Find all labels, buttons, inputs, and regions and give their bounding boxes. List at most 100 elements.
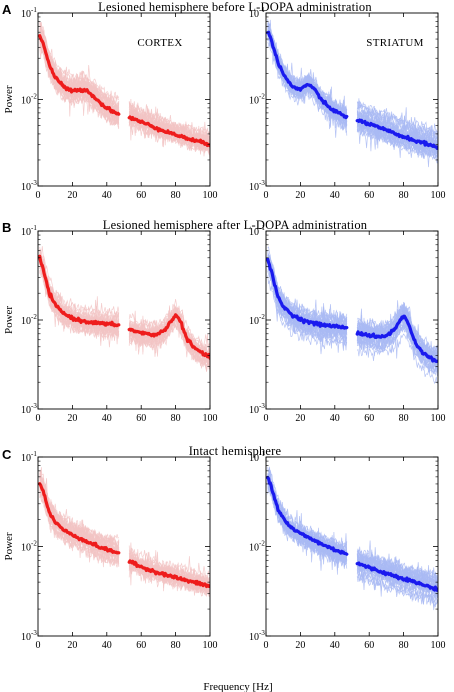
trial-trace (39, 246, 120, 316)
x-tick-label: 100 (203, 190, 218, 201)
plot-c-cortex-mean-series-1 (38, 482, 121, 555)
y-tick-exponent: -3 (259, 179, 265, 187)
x-tick-label: 100 (203, 413, 218, 424)
y-tick-exponent: -2 (31, 540, 37, 548)
x-tick-label: 60 (364, 190, 374, 201)
y-tick-base: 10 (249, 9, 259, 20)
x-tick-label: 80 (171, 640, 181, 651)
trial-trace (356, 303, 438, 359)
y-tick-label: 10 -1 (249, 6, 265, 20)
x-tick-label: 0 (36, 640, 41, 651)
x-tick-label: 80 (399, 190, 409, 201)
y-tick-exponent: -1 (259, 6, 265, 14)
trial-trace (357, 119, 438, 158)
panel-title-a: Lesioned hemisphere before L-DOPA admini… (98, 0, 372, 14)
plot-b-cortex-mean-series-2 (127, 313, 210, 360)
x-tick-label: 40 (330, 413, 340, 424)
y-tick-base: 10 (21, 9, 31, 20)
x-tick-label: 0 (36, 413, 41, 424)
trial-trace (356, 569, 438, 611)
y-tick-label: 10 -3 (21, 402, 37, 416)
y-tick-exponent: -3 (259, 629, 265, 637)
trial-trace (356, 570, 438, 608)
y-axis-label-a: Power (3, 85, 15, 113)
y-tick-label: 10 -3 (249, 629, 265, 643)
x-tick-label: 100 (203, 640, 218, 651)
y-tick-label: 10 -1 (21, 224, 37, 238)
plot-a-striatum-mean-series-1 (266, 30, 349, 120)
plot-c-striatum-mean-series-1 (266, 475, 349, 556)
y-tick-base: 10 (249, 543, 259, 554)
y-tick-exponent: -1 (259, 224, 265, 232)
x-tick-label: 40 (102, 190, 112, 201)
x-tick-label: 40 (102, 413, 112, 424)
trial-trace (267, 269, 348, 355)
trial-trace (267, 473, 348, 556)
x-tick-label: 0 (264, 413, 269, 424)
x-tick-label: 60 (136, 413, 146, 424)
y-tick-label: 10 -2 (249, 93, 265, 107)
plot-b-striatum-mean-series-2 (355, 314, 438, 363)
y-tick-exponent: -1 (31, 224, 37, 232)
y-tick-exponent: -3 (31, 179, 37, 187)
y-tick-label: 10 -3 (249, 179, 265, 193)
y-tick-base: 10 (21, 632, 31, 643)
plot-c-cortex-frame (37, 456, 211, 637)
trial-trace (356, 560, 438, 595)
trial-trace (39, 473, 120, 552)
plot-a-striatum-mean-series-2 (355, 118, 438, 150)
trial-trace (356, 112, 438, 147)
y-tick-base: 10 (249, 632, 259, 643)
x-tick-label: 20 (295, 190, 305, 201)
plot-b-cortex-trials (39, 246, 210, 372)
x-tick-label: 40 (102, 640, 112, 651)
plot-a-cortex-frame (37, 12, 211, 187)
trial-trace (356, 333, 438, 385)
y-tick-exponent: -3 (31, 402, 37, 410)
x-axis-label: Frequency [Hz] (203, 681, 272, 692)
panel-letter-c: C (2, 447, 12, 462)
trial-trace (128, 555, 210, 592)
plot-c-striatum-frame (265, 456, 439, 637)
y-tick-label: 10 -1 (249, 224, 265, 238)
y-tick-exponent: -2 (259, 313, 265, 321)
y-tick-base: 10 (249, 453, 259, 464)
y-tick-label: 10 -3 (249, 402, 265, 416)
trial-trace (39, 40, 120, 125)
trial-trace (128, 564, 210, 596)
plot-b-striatum-mean-series-1 (266, 257, 349, 330)
y-tick-exponent: -3 (259, 402, 265, 410)
y-tick-base: 10 (21, 405, 31, 416)
trial-trace (356, 321, 438, 376)
trial-trace (356, 110, 438, 142)
y-tick-base: 10 (249, 96, 259, 107)
panel-title-b: Lesioned hemisphere after L-DOPA adminis… (103, 218, 368, 232)
trial-trace (267, 262, 348, 342)
region-label-cortex: CORTEX (137, 37, 182, 49)
x-tick-label: 100 (431, 413, 446, 424)
y-tick-base: 10 (21, 543, 31, 554)
y-tick-label: 10 -1 (21, 450, 37, 464)
y-tick-label: 10 -3 (21, 629, 37, 643)
y-axis-label-b: Power (3, 306, 15, 334)
y-tick-exponent: -1 (259, 450, 265, 458)
plot-a-cortex-mean-series-1 (38, 34, 121, 116)
trial-trace (356, 549, 438, 583)
plot-c-cortex-mean-series-2 (127, 559, 210, 589)
plot-c-striatum-trials (267, 466, 438, 611)
y-tick-label: 10 -2 (21, 313, 37, 327)
trial-trace (267, 483, 348, 569)
y-tick-label: 10 -1 (21, 6, 37, 20)
plot-a-cortex-mean-series-2 (127, 115, 210, 148)
x-tick-label: 20 (295, 413, 305, 424)
y-tick-exponent: -3 (31, 629, 37, 637)
y-tick-label: 10 -3 (21, 179, 37, 193)
region-label-striatum: STRIATUM (366, 37, 423, 49)
trial-trace (267, 263, 348, 351)
y-tick-base: 10 (21, 227, 31, 238)
trial-trace (357, 304, 438, 364)
